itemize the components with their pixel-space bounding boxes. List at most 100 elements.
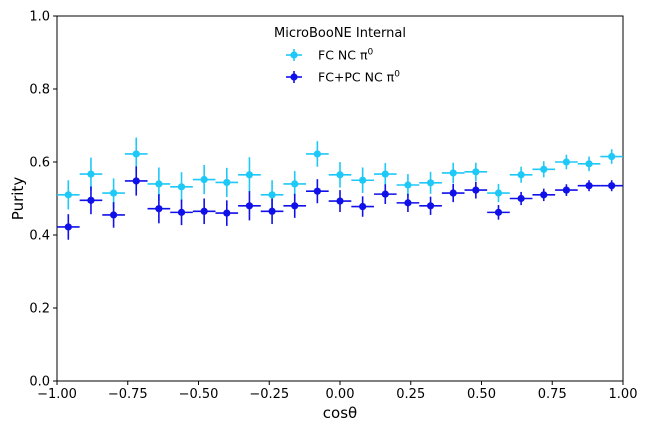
marker	[291, 202, 299, 210]
data-point	[441, 162, 465, 184]
marker	[472, 186, 480, 194]
data-point	[509, 191, 533, 206]
data-point	[351, 167, 374, 194]
marker	[449, 189, 457, 197]
marker	[359, 176, 367, 184]
y-axis-ticks: 0.0 0.2 0.4 0.6 0.8 1.0	[29, 10, 57, 390]
legend-entry-1: FC+PC NC π0	[286, 70, 400, 85]
data-point	[532, 188, 556, 202]
data-point	[57, 180, 80, 210]
data-point	[283, 193, 307, 218]
data-point	[102, 202, 125, 228]
y-tick-label: 1.0	[29, 10, 50, 25]
y-tick-label: 0.0	[29, 375, 50, 390]
legend-marker	[290, 51, 298, 59]
marker	[381, 170, 389, 178]
data-point	[328, 162, 352, 188]
data-point	[306, 141, 329, 167]
marker	[359, 202, 367, 211]
data-point	[351, 196, 374, 217]
legend: MicroBooNE Internal FC NC π0 FC+PC NC π0	[274, 26, 406, 85]
x-tick-label: −0.25	[249, 387, 289, 402]
marker	[404, 181, 412, 189]
data-point	[487, 183, 510, 203]
data-point	[577, 156, 601, 172]
data-point	[79, 157, 103, 191]
data-point	[396, 174, 420, 196]
data-point	[555, 184, 578, 196]
marker	[177, 208, 186, 216]
data-point	[419, 196, 442, 215]
marker	[87, 196, 95, 204]
marker	[268, 207, 276, 215]
data-point	[124, 137, 148, 171]
x-tick-label: 0.75	[538, 387, 567, 402]
marker	[132, 177, 140, 185]
marker	[223, 178, 231, 187]
data-point	[170, 199, 193, 226]
data-point	[215, 167, 239, 198]
legend-label: FC+PC NC π0	[318, 70, 400, 85]
marker	[494, 208, 503, 216]
data-point	[373, 163, 397, 185]
x-tick-label: −0.75	[108, 387, 148, 402]
data-point	[396, 193, 420, 213]
marker	[87, 170, 95, 178]
marker	[585, 160, 593, 168]
marker	[64, 223, 72, 231]
data-point	[600, 149, 623, 164]
marker	[110, 211, 118, 219]
data-point	[441, 183, 465, 203]
marker	[223, 209, 231, 217]
y-tick-label: 0.2	[29, 302, 50, 317]
data-point	[577, 180, 601, 192]
marker	[562, 158, 571, 166]
legend-marker	[290, 73, 298, 81]
marker	[426, 202, 435, 210]
marker	[268, 191, 276, 199]
data-point	[419, 171, 442, 194]
marker	[585, 182, 593, 190]
marker	[449, 169, 457, 177]
data-point	[464, 181, 488, 199]
marker	[404, 199, 412, 207]
data-point	[532, 161, 556, 178]
marker	[313, 187, 321, 195]
data-point	[283, 171, 307, 197]
data-point	[147, 194, 171, 224]
y-axis-label: Purity	[9, 177, 27, 221]
x-tick-label: 0.25	[396, 387, 425, 402]
marker	[426, 179, 435, 187]
x-tick-label: 1.00	[609, 387, 638, 402]
data-point	[464, 162, 488, 181]
y-tick-label: 0.8	[29, 83, 50, 98]
data-point	[79, 186, 103, 215]
x-tick-label: −0.50	[179, 387, 219, 402]
legend-title: MicroBooNE Internal	[274, 26, 406, 41]
data-point	[192, 164, 216, 195]
data-point	[509, 166, 533, 183]
marker	[517, 194, 525, 203]
x-axis-label: cosθ	[323, 404, 357, 422]
data-point	[555, 154, 578, 170]
marker	[245, 171, 254, 179]
series-0	[57, 137, 623, 210]
marker	[540, 165, 548, 173]
data-point	[260, 198, 284, 225]
marker	[64, 191, 72, 199]
marker	[608, 182, 616, 190]
data-point	[238, 157, 261, 193]
data-point	[487, 205, 510, 220]
marker	[200, 175, 208, 184]
data-point	[215, 200, 239, 226]
data-point	[238, 191, 261, 221]
marker	[517, 171, 525, 179]
x-axis-ticks: −1.00 −0.75 −0.50 −0.25 0.00 0.25 0.50 0.75 1.00	[37, 381, 637, 402]
y-tick-label: 0.6	[29, 156, 50, 171]
marker	[494, 189, 503, 197]
marker	[336, 171, 344, 179]
marker	[540, 191, 548, 199]
marker	[200, 207, 208, 215]
marker	[313, 150, 321, 158]
